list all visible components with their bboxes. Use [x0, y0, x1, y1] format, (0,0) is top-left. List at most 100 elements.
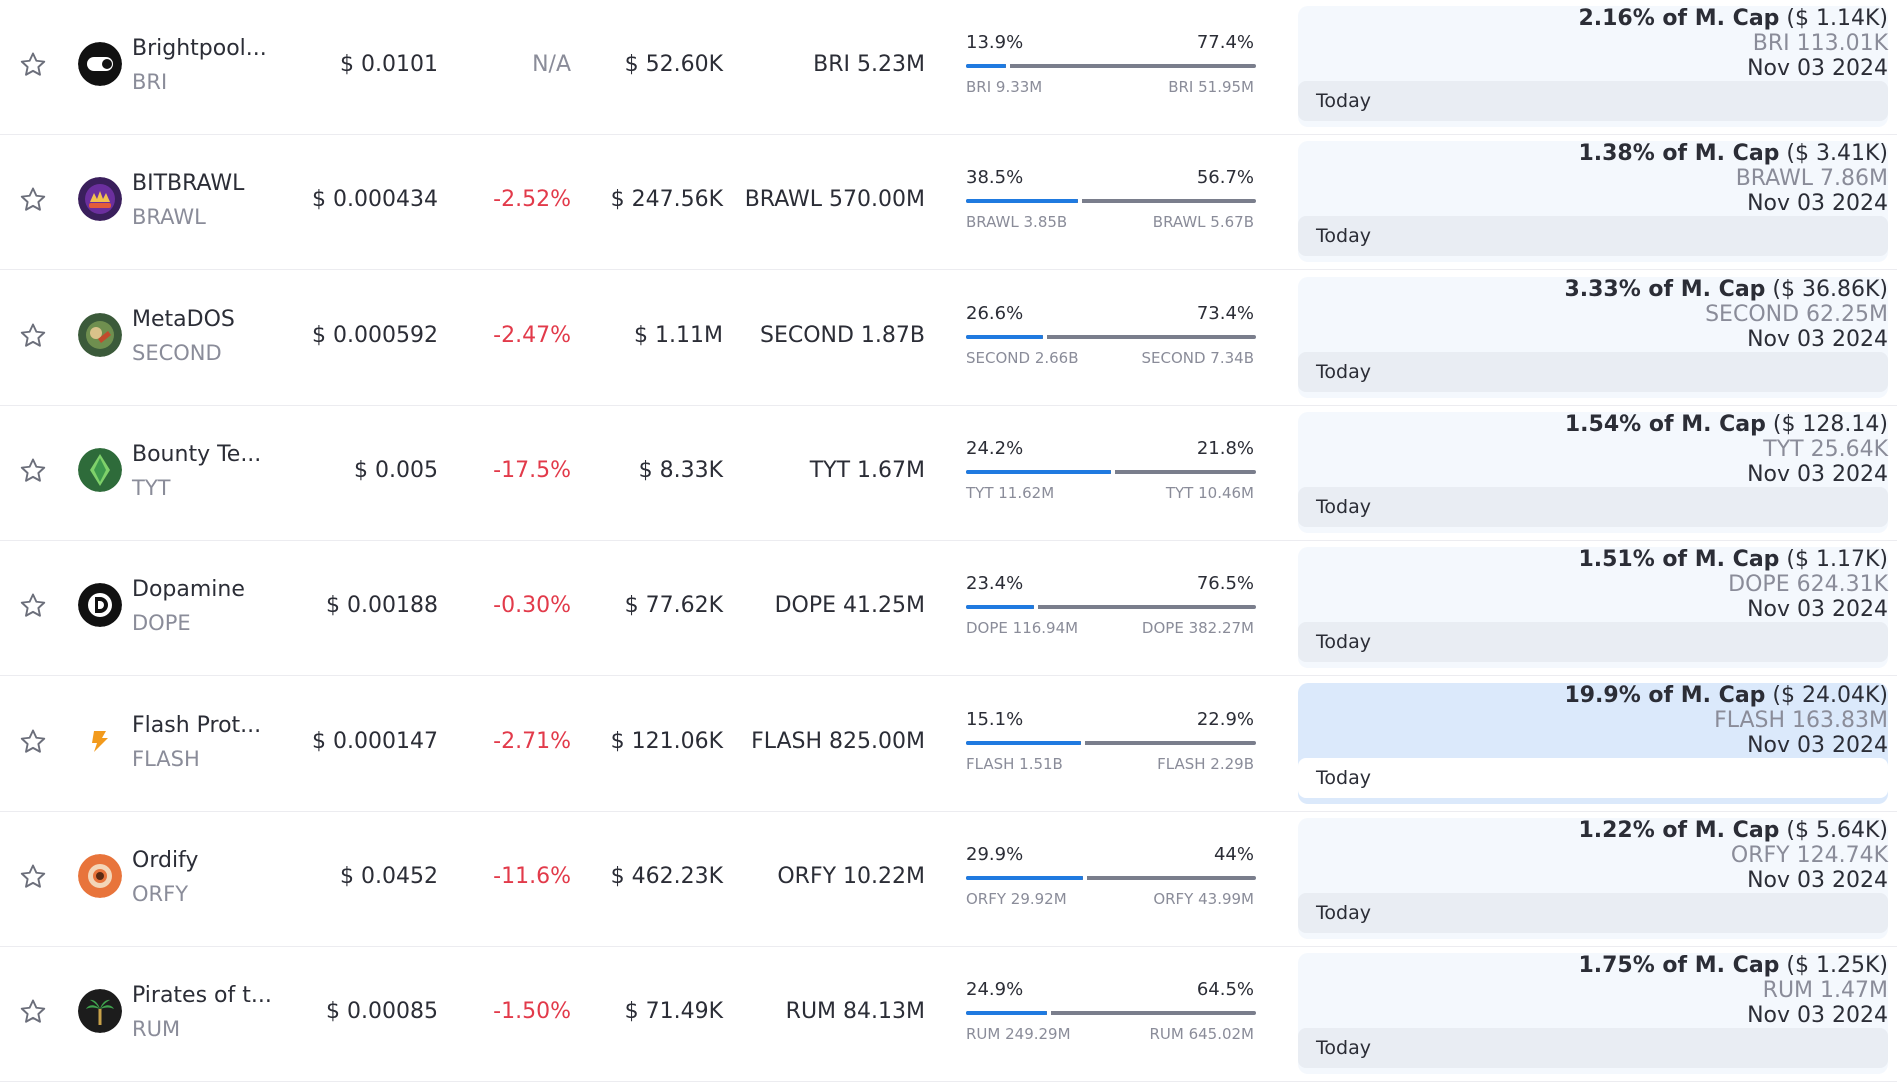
unlock-usd: ($ 36.86K) — [1772, 276, 1888, 302]
star-icon[interactable] — [18, 591, 48, 621]
star-icon[interactable] — [18, 997, 48, 1027]
brightpool-logo-icon — [78, 42, 122, 86]
pirates-logo-icon — [78, 989, 122, 1034]
unlock-token-amount: BRI 113.01K — [1752, 31, 1888, 56]
circulating-supply: BRI 5.23M — [813, 52, 925, 77]
bitbrawl-logo-icon — [78, 177, 122, 222]
table-row[interactable]: Dopamine DOPE $ 0.00188 -0.30% $ 77.62K … — [0, 541, 1897, 677]
unlocked-amount: TYT 11.62M — [966, 483, 1055, 502]
unlock-usd: ($ 128.14) — [1772, 411, 1888, 437]
next-unlock-value: 19.9% of M. Cap ($ 24.04K) — [1298, 683, 1888, 708]
table-row[interactable]: Brightpool... BRI $ 0.0101 N/A $ 52.60K … — [0, 0, 1897, 135]
progress-divider — [1047, 1010, 1051, 1017]
unlocked-percent: 26.6% — [966, 302, 1024, 324]
today-button[interactable]: Today — [1298, 351, 1888, 392]
star-icon[interactable] — [18, 185, 48, 215]
next-unlock-value: 2.16% of M. Cap ($ 1.14K) — [1298, 6, 1888, 31]
token-symbol: FLASH — [132, 746, 200, 771]
today-button[interactable]: Today — [1298, 216, 1888, 257]
unlock-progress-bar — [966, 604, 1256, 611]
market-cap: $ 77.62K — [624, 593, 723, 619]
unlock-date: Nov 03 2024 — [1747, 191, 1888, 217]
unlock-progress-fill — [966, 199, 1078, 204]
progress-divider — [1043, 333, 1047, 340]
unlock-usd: ($ 5.64K) — [1786, 817, 1888, 843]
table-row[interactable]: MetaDOS SECOND $ 0.000592 -2.47% $ 1.11M… — [0, 271, 1897, 406]
next-unlock-value: 1.22% of M. Cap ($ 5.64K) — [1298, 818, 1888, 843]
star-icon[interactable] — [18, 862, 48, 892]
unlock-progress-fill — [966, 1011, 1047, 1016]
today-button[interactable]: Today — [1298, 622, 1888, 663]
brightpool-logo-icon — [78, 42, 122, 86]
table-row[interactable]: Ordify ORFY $ 0.0452 -11.6% $ 462.23K OR… — [0, 812, 1897, 947]
token-name[interactable]: Brightpool... — [132, 36, 267, 61]
locked-percent: 44% — [1213, 843, 1254, 865]
token-name[interactable]: Dopamine — [132, 577, 245, 603]
unlocked-amount: ORFY 29.92M — [966, 889, 1067, 908]
locked-amount: DOPE 382.27M — [1141, 619, 1254, 638]
circulating-supply: FLASH 825.00M — [751, 728, 925, 754]
unlock-progress-bar — [966, 198, 1256, 205]
next-unlock-card[interactable]: 1.75% of M. Cap ($ 1.25K) RUM 1.47M Nov … — [1298, 953, 1888, 1075]
today-button[interactable]: Today — [1298, 757, 1888, 798]
today-button[interactable]: Today — [1298, 892, 1888, 933]
unlock-token-amount: FLASH 163.83M — [1714, 707, 1888, 733]
unlocked-percent: 15.1% — [966, 708, 1024, 730]
star-icon[interactable] — [18, 727, 48, 757]
table-row[interactable]: Bounty Te... TYT $ 0.005 -17.5% $ 8.33K … — [0, 406, 1897, 541]
token-price: $ 0.0101 — [340, 52, 438, 77]
unlocked-percent: 24.9% — [966, 979, 1024, 1001]
unlock-mcap-percent: 1.51% of M. Cap — [1578, 547, 1780, 573]
unlock-progress-fill — [966, 740, 1081, 745]
circulating-supply: BRAWL 570.00M — [744, 187, 925, 213]
market-cap: $ 121.06K — [610, 728, 723, 754]
ordify-logo-icon — [78, 853, 122, 898]
next-unlock-card[interactable]: 1.51% of M. Cap ($ 1.17K) DOPE 624.31K N… — [1298, 547, 1888, 669]
star-icon[interactable] — [18, 321, 48, 351]
locked-percent: 56.7% — [1196, 167, 1254, 189]
unlock-date: Nov 03 2024 — [1747, 597, 1888, 623]
table-row[interactable]: BITBRAWL BRAWL $ 0.000434 -2.52% $ 247.5… — [0, 135, 1897, 271]
token-name[interactable]: Flash Prot... — [132, 712, 262, 738]
unlock-date: Nov 03 2024 — [1747, 461, 1888, 487]
today-button[interactable]: Today — [1298, 1028, 1888, 1069]
locked-amount: ORFY 43.99M — [1153, 889, 1254, 908]
next-unlock-card[interactable]: 3.33% of M. Cap ($ 36.86K) SECOND 62.25M… — [1298, 276, 1888, 398]
locked-amount: SECOND 7.34B — [1141, 348, 1254, 367]
locked-percent: 64.5% — [1196, 979, 1254, 1001]
token-symbol: SECOND — [132, 340, 222, 365]
token-price: $ 0.005 — [354, 457, 438, 483]
unlock-progress-fill — [966, 875, 1083, 880]
unlocked-percent: 29.9% — [966, 843, 1024, 865]
token-name[interactable]: MetaDOS — [132, 306, 235, 332]
token-name[interactable]: Bounty Te... — [132, 441, 262, 467]
next-unlock-card[interactable]: 2.16% of M. Cap ($ 1.14K) BRI 113.01K No… — [1298, 6, 1888, 127]
next-unlock-card[interactable]: 1.54% of M. Cap ($ 128.14) TYT 25.64K No… — [1298, 411, 1888, 533]
price-change: -17.5% — [493, 457, 571, 483]
unlocked-percent: 24.2% — [966, 437, 1024, 459]
next-unlock-value: 3.33% of M. Cap ($ 36.86K) — [1298, 277, 1888, 302]
table-row[interactable]: Flash Prot... FLASH $ 0.000147 -2.71% $ … — [0, 677, 1897, 812]
unlock-progress-bar — [966, 874, 1256, 881]
unlock-token-amount: RUM 1.47M — [1762, 978, 1888, 1004]
table-row[interactable]: Pirates of t... RUM $ 0.00085 -1.50% $ 7… — [0, 947, 1897, 1082]
locked-amount: BRI 51.95M — [1168, 78, 1254, 96]
star-icon[interactable] — [18, 456, 48, 486]
today-button[interactable]: Today — [1298, 486, 1888, 527]
token-name[interactable]: BITBRAWL — [132, 171, 245, 197]
locked-percent: 77.4% — [1196, 32, 1254, 53]
next-unlock-card[interactable]: 1.22% of M. Cap ($ 5.64K) ORFY 124.74K N… — [1298, 817, 1888, 939]
progress-divider — [1006, 63, 1010, 69]
unlock-mcap-percent: 1.54% of M. Cap — [1564, 411, 1766, 437]
token-symbol: TYT — [132, 475, 171, 500]
unlock-date: Nov 03 2024 — [1747, 867, 1888, 893]
star-icon[interactable] — [18, 50, 48, 80]
token-name[interactable]: Pirates of t... — [132, 983, 272, 1009]
locked-percent: 22.9% — [1196, 708, 1254, 730]
unlock-progress-fill — [966, 334, 1043, 339]
token-name[interactable]: Ordify — [132, 847, 199, 873]
next-unlock-card[interactable]: 1.38% of M. Cap ($ 3.41K) BRAWL 7.86M No… — [1298, 141, 1888, 263]
token-price: $ 0.0452 — [340, 863, 438, 889]
today-button[interactable]: Today — [1298, 81, 1888, 121]
next-unlock-card[interactable]: 19.9% of M. Cap ($ 24.04K) FLASH 163.83M… — [1298, 682, 1888, 804]
